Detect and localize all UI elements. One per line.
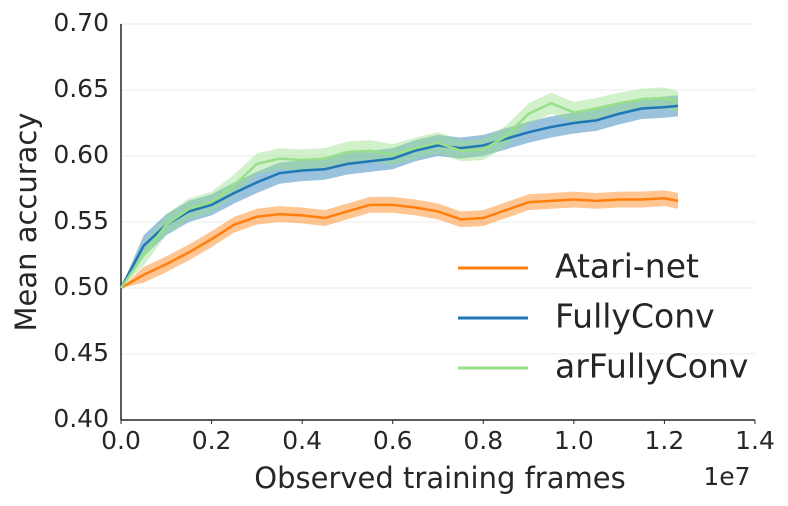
x-tick-label: 0.4 bbox=[282, 426, 322, 455]
y-tick-label: 0.45 bbox=[53, 338, 109, 367]
x-tick-label: 0.6 bbox=[373, 426, 413, 455]
y-tick-label: 0.65 bbox=[53, 74, 109, 103]
y-tick-label: 0.50 bbox=[53, 272, 109, 301]
x-tick-label: 0.2 bbox=[192, 426, 232, 455]
x-tick-label: 1.0 bbox=[554, 426, 594, 455]
y-tick-label: 0.70 bbox=[53, 8, 109, 37]
series-line bbox=[119, 96, 679, 289]
y-tick-label: 0.55 bbox=[53, 206, 109, 235]
confidence-band bbox=[121, 190, 679, 288]
x-tick-label: 1.4 bbox=[735, 426, 775, 455]
y-tick-label: 0.60 bbox=[53, 140, 109, 169]
x-tick-label: 0.0 bbox=[101, 426, 141, 455]
x-tick-label: 0.8 bbox=[463, 426, 503, 455]
legend-label: FullyConv bbox=[555, 297, 715, 336]
legend-label: Atari-net bbox=[555, 247, 699, 286]
series-line bbox=[120, 196, 679, 290]
x-axis-label: Observed training frames bbox=[254, 461, 625, 495]
y-axis-label: Mean accuracy bbox=[9, 112, 43, 331]
y-tick-label: 0.40 bbox=[53, 404, 109, 433]
legend-label: arFullyConv bbox=[555, 347, 748, 386]
x-tick-label: 1.2 bbox=[645, 426, 685, 455]
x-offset-label: 1e7 bbox=[703, 462, 750, 491]
series-line bbox=[119, 104, 679, 289]
confidence-band bbox=[121, 95, 679, 288]
